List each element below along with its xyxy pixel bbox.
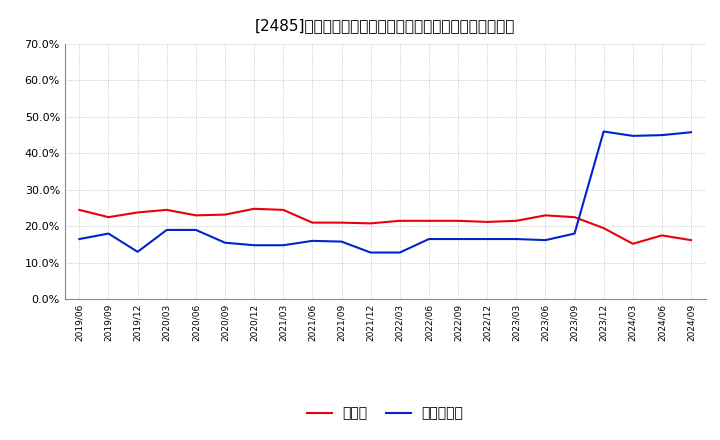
現頲金 [192,213,200,218]
現頲金 [250,206,258,212]
現頲金 [337,220,346,225]
有利子負債 [541,238,550,243]
有利子負債 [279,242,287,248]
有利子負債 [512,236,521,242]
現頲金 [133,210,142,215]
有利子負債 [163,227,171,233]
有利子負債 [75,236,84,242]
現頲金 [75,207,84,213]
有利子負債 [425,236,433,242]
有利子負債 [657,132,666,138]
現頲金 [570,215,579,220]
有利子負債 [687,130,696,135]
有利子負債 [220,240,229,246]
有利子負債 [250,242,258,248]
有利子負債 [599,129,608,134]
現頲金 [454,218,462,224]
有利子負債 [308,238,317,243]
現頲金 [687,238,696,243]
有利子負債 [133,249,142,254]
現頲金 [483,219,492,224]
現頲金 [657,233,666,238]
現頲金 [599,225,608,231]
有利子負債 [104,231,113,236]
現頲金 [104,215,113,220]
有利子負債 [454,236,462,242]
現頲金 [395,218,404,224]
Line: 現頲金: 現頲金 [79,209,691,244]
現頲金 [220,212,229,217]
Line: 有利子負債: 有利子負債 [79,132,691,253]
有利子負債 [629,133,637,139]
現頲金 [541,213,550,218]
現頲金 [163,207,171,213]
現頲金 [366,221,375,226]
有利子負債 [483,236,492,242]
現頲金 [425,218,433,224]
現頲金 [279,207,287,213]
Legend: 現頲金, 有利子負債: 現頲金, 有利子負債 [302,402,468,425]
現頲金 [512,218,521,224]
有利子負債 [570,231,579,236]
有利子負債 [337,239,346,244]
現頲金 [308,220,317,225]
有利子負債 [366,250,375,255]
有利子負債 [395,250,404,255]
有利子負債 [192,227,200,233]
Title: [2485]　現頲金、有利子負債の総資産に対する比率の推移: [2485] 現頲金、有利子負債の総資産に対する比率の推移 [255,18,516,33]
現頲金 [629,241,637,246]
